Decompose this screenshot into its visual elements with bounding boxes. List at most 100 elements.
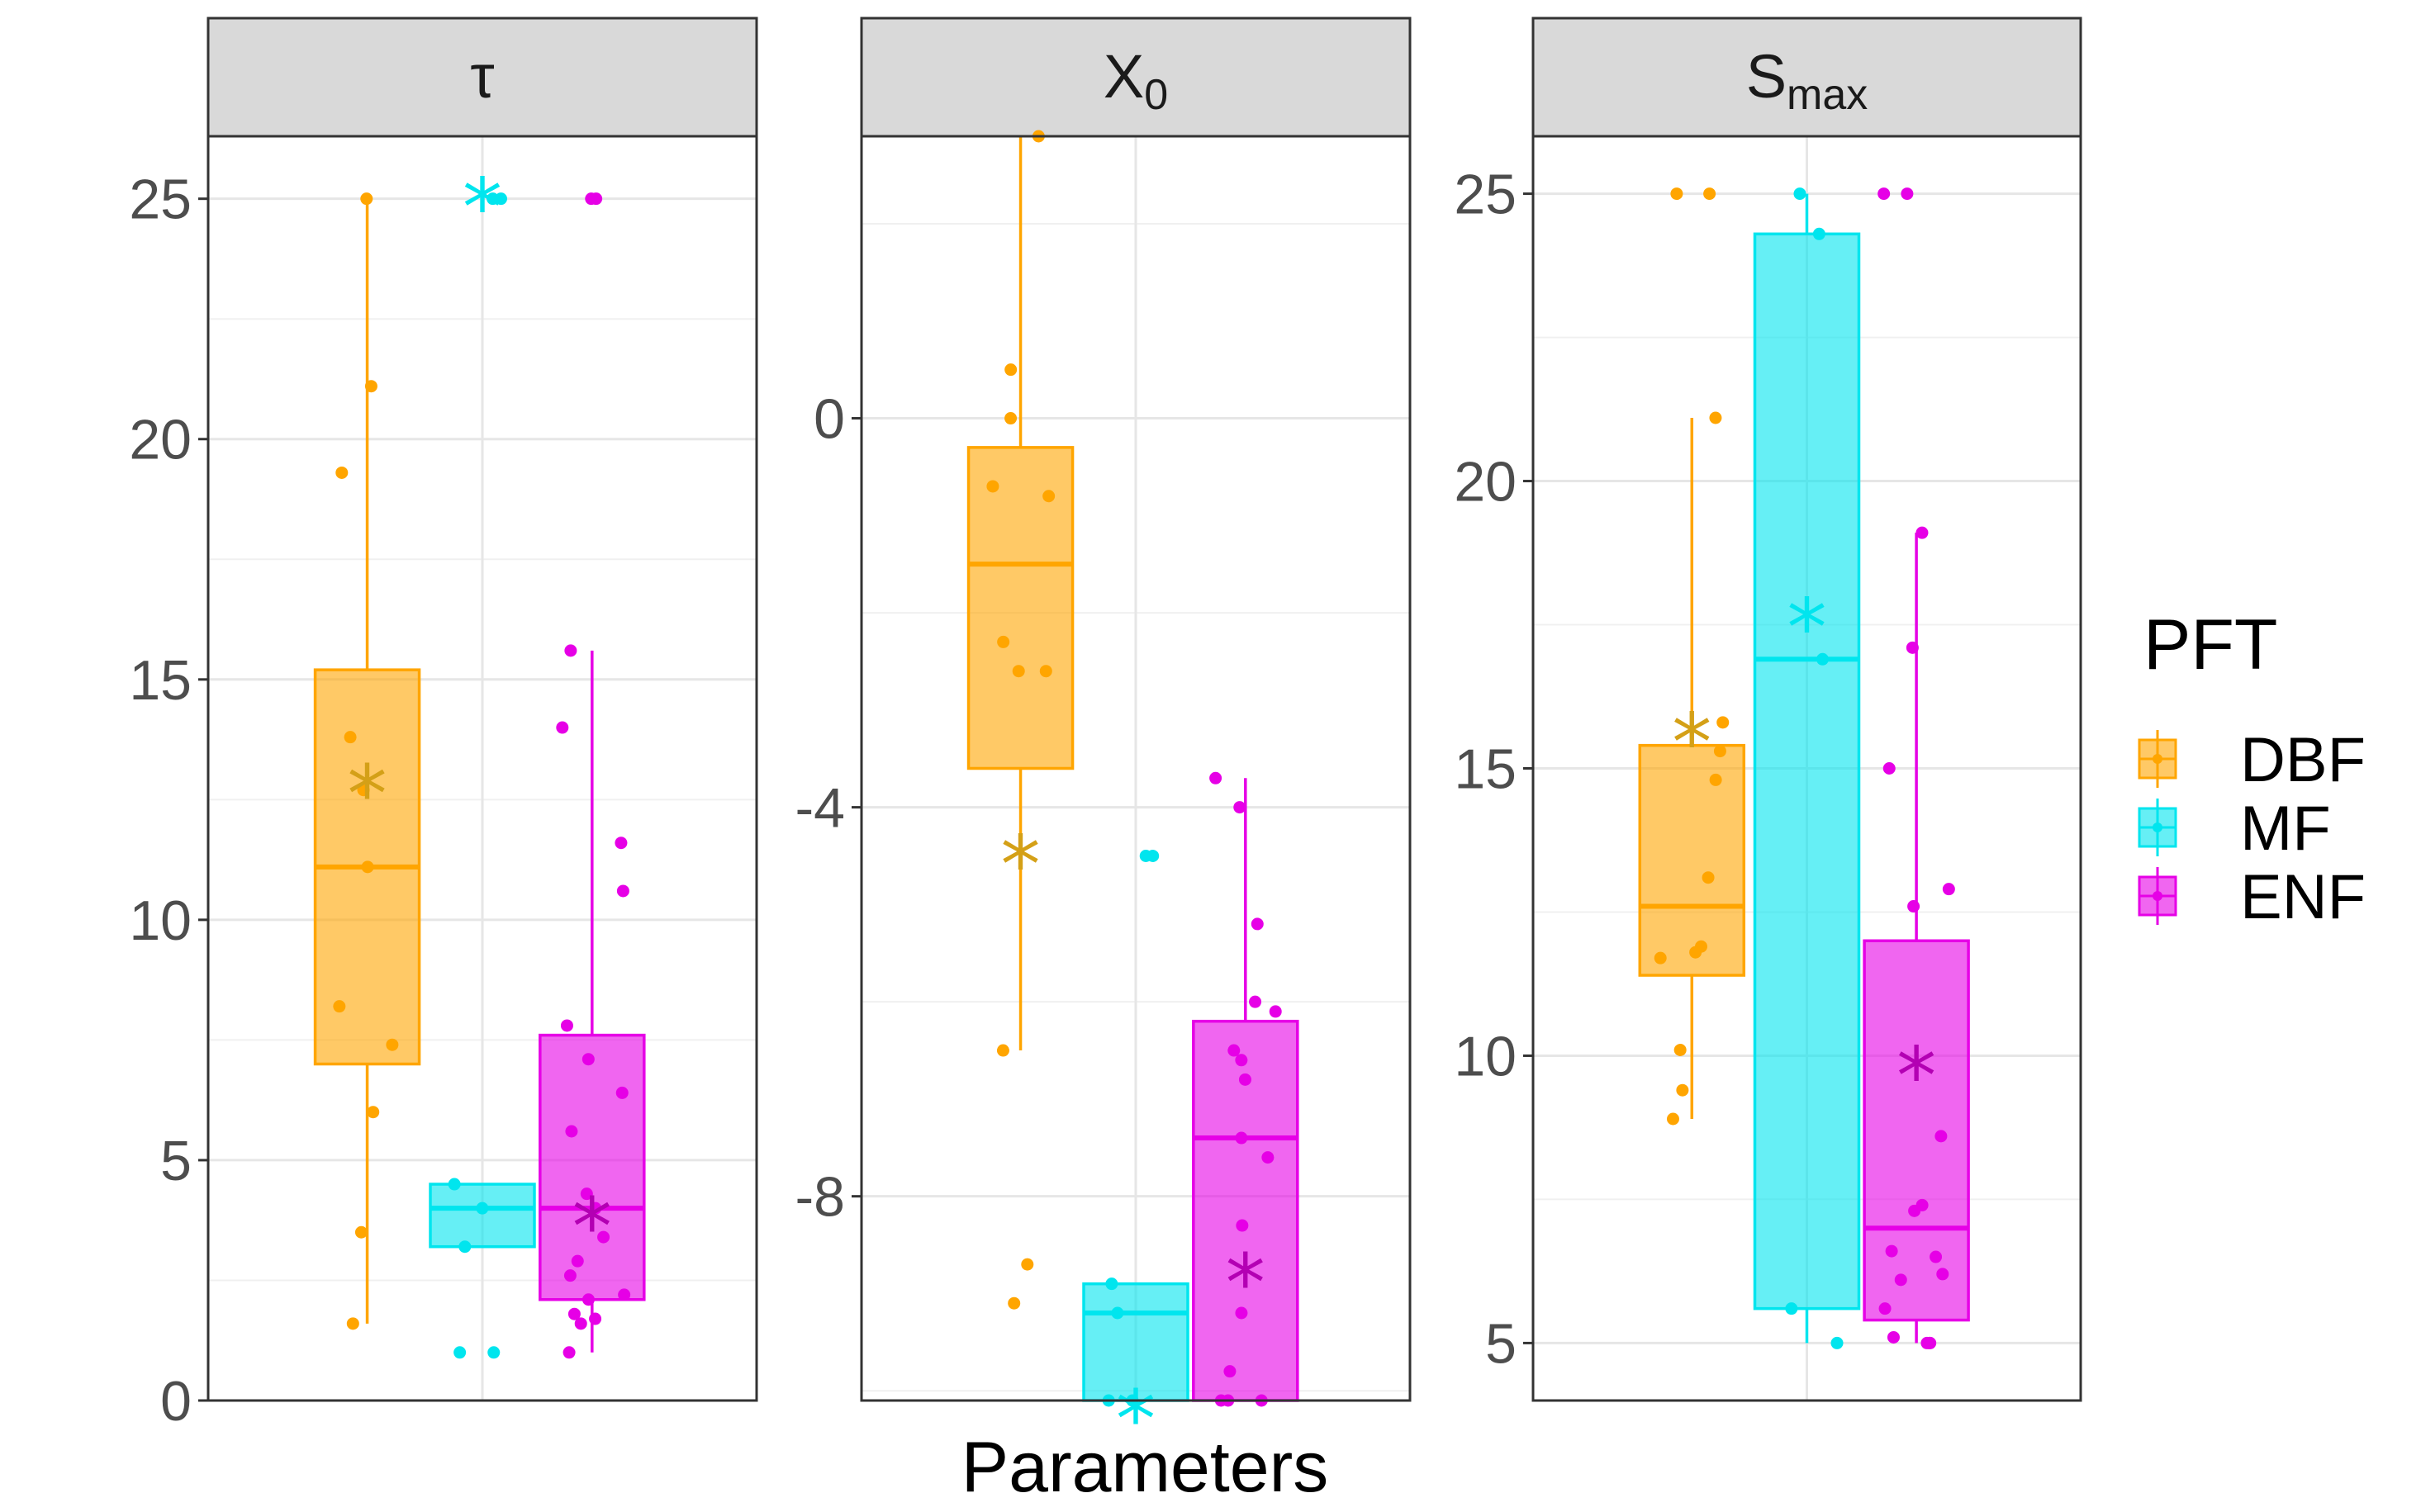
y-tick-label: 15	[129, 649, 192, 712]
y-tick-label: 10	[1454, 1025, 1517, 1088]
legend-item-mf: MF	[2138, 794, 2331, 864]
mf-point	[476, 1202, 489, 1215]
dbf-point	[1703, 187, 1716, 201]
dbf-point	[364, 380, 377, 393]
mf-point	[1793, 187, 1806, 201]
enf-mean-marker: *	[1896, 1030, 1936, 1122]
enf-point	[574, 1317, 587, 1330]
y-tick-label: 0	[814, 388, 845, 451]
panel-2: X0-8-40***	[795, 17, 1412, 1466]
dbf-point	[344, 731, 357, 744]
dbf-point	[360, 192, 373, 206]
dbf-point	[1676, 1083, 1689, 1097]
enf-point	[616, 884, 629, 898]
enf-point	[1906, 641, 1919, 654]
strip-label: τ	[470, 42, 494, 111]
enf-point	[1269, 1005, 1282, 1018]
panel-border	[1531, 135, 2082, 1402]
dbf-point	[1709, 773, 1722, 786]
dbf-point	[346, 1317, 359, 1330]
enf-mean-marker: *	[1226, 1237, 1265, 1330]
dbf-mean-marker: *	[348, 748, 387, 841]
mf-mean-marker: *	[1116, 1373, 1156, 1466]
legend-label: DBF	[2240, 725, 2366, 795]
y-tick-label: 20	[129, 409, 192, 472]
mf-point	[458, 1240, 472, 1254]
dbf-point	[1004, 363, 1018, 377]
dbf-point	[361, 860, 374, 874]
dbf-point	[1713, 745, 1726, 758]
dbf-point	[1673, 1043, 1687, 1056]
y-tick-label: -8	[795, 1166, 845, 1229]
legend-item-dbf: DBF	[2138, 725, 2366, 795]
mf-point	[487, 1346, 501, 1359]
mf-point	[1139, 849, 1152, 862]
enf-point	[1885, 1244, 1898, 1258]
dbf-point	[333, 1000, 346, 1013]
enf-point	[1236, 1219, 1249, 1232]
y-tick-label: 5	[160, 1130, 192, 1192]
enf-point	[1934, 1130, 1948, 1143]
enf-point	[1930, 1250, 1943, 1263]
enf-point	[567, 1307, 581, 1320]
enf-point	[582, 1293, 595, 1306]
dbf-point	[386, 1038, 399, 1051]
enf-point	[565, 1125, 578, 1138]
enf-point	[1878, 1302, 1892, 1315]
enf-point	[563, 1269, 577, 1282]
enf-point	[585, 192, 598, 206]
enf-point	[1915, 526, 1929, 539]
enf-box	[1863, 939, 1970, 1322]
y-tick-label: 0	[160, 1370, 192, 1433]
enf-point	[1227, 1044, 1241, 1057]
y-tick-label: 25	[1454, 164, 1517, 226]
enf-point	[1942, 883, 1955, 896]
enf-point	[1894, 1273, 1907, 1287]
y-tick-label: 5	[1485, 1312, 1517, 1375]
dbf-point	[986, 480, 999, 493]
x-axis-title: Parameters	[961, 1428, 1329, 1507]
legend-key-point	[2153, 822, 2162, 832]
dbf-point	[1716, 716, 1730, 729]
legend-title: PFT	[2143, 605, 2277, 685]
mf-box	[1753, 232, 1861, 1311]
enf-point	[1223, 1365, 1237, 1378]
enf-point	[571, 1254, 584, 1268]
mf-point	[1812, 227, 1825, 240]
enf-point	[1877, 187, 1891, 201]
enf-point	[615, 1086, 629, 1099]
enf-point	[618, 1288, 631, 1301]
y-tick-label: 10	[129, 889, 192, 952]
dbf-point	[354, 1225, 368, 1239]
legend-item-enf: ENF	[2138, 862, 2366, 932]
dbf-point	[1042, 490, 1056, 503]
mf-point	[1785, 1302, 1798, 1315]
dbf-point	[997, 635, 1010, 648]
enf-point	[1235, 1306, 1248, 1320]
legend-key-point	[2153, 891, 2162, 901]
mf-box	[429, 1183, 536, 1249]
enf-point	[1920, 1336, 1934, 1349]
enf-point	[597, 1230, 610, 1244]
legend-label: MF	[2240, 794, 2331, 864]
mf-point	[453, 1346, 467, 1359]
dbf-point	[367, 1106, 380, 1119]
enf-point	[1251, 917, 1264, 931]
dbf-point	[1666, 1112, 1679, 1126]
dbf-point	[335, 466, 349, 479]
enf-point	[580, 1187, 593, 1201]
enf-point	[1249, 995, 1262, 1008]
mf-point	[1105, 1277, 1118, 1291]
strip-background	[860, 17, 1412, 138]
panel-1: τ 0 5 10 15 20 25 * * *	[129, 17, 758, 1433]
dbf-point	[1702, 871, 1715, 884]
enf-point	[1907, 900, 1920, 913]
enf-point	[1908, 1204, 1921, 1217]
enf-point	[582, 1053, 595, 1066]
panel-border	[860, 135, 1412, 1402]
enf-mean-marker: *	[572, 1181, 612, 1273]
